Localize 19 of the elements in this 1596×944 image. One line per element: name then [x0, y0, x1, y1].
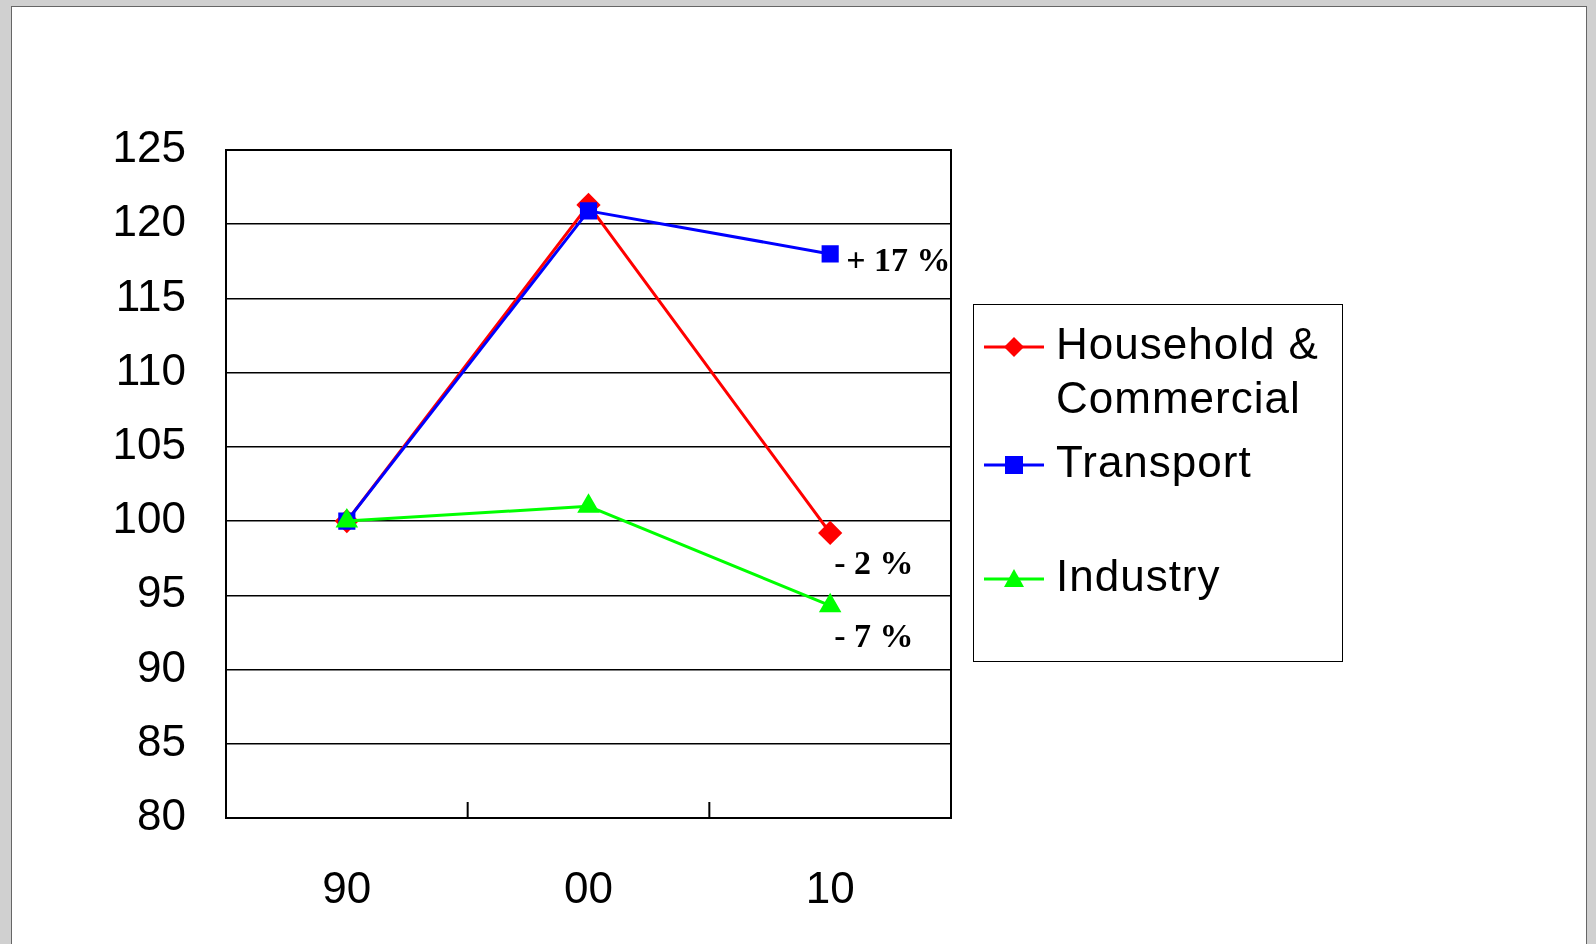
- x-tick-label: 10: [805, 862, 855, 912]
- annotation: - 2 %: [834, 543, 914, 581]
- annotation: + 17 %: [846, 240, 951, 278]
- legend-label: Household & Commercial: [1056, 318, 1320, 424]
- y-tick-label: 110: [115, 344, 186, 394]
- legend-label: Transport: [1056, 436, 1252, 488]
- annotation: - 7 %: [834, 616, 914, 654]
- y-tick-label: 115: [115, 270, 186, 320]
- y-tick-label: 90: [137, 641, 186, 691]
- y-tick-label: 125: [112, 122, 186, 172]
- y-tick-label: 80: [137, 790, 186, 840]
- y-tick-label: 105: [112, 419, 186, 469]
- legend-label: Industry: [1056, 550, 1221, 602]
- y-tick-label: 120: [112, 196, 186, 246]
- y-tick-label: 95: [137, 567, 186, 617]
- x-tick-label: 00: [564, 862, 613, 912]
- x-tick-label: 90: [322, 862, 372, 912]
- y-tick-label: 85: [137, 715, 186, 765]
- y-tick-label: 100: [112, 493, 186, 543]
